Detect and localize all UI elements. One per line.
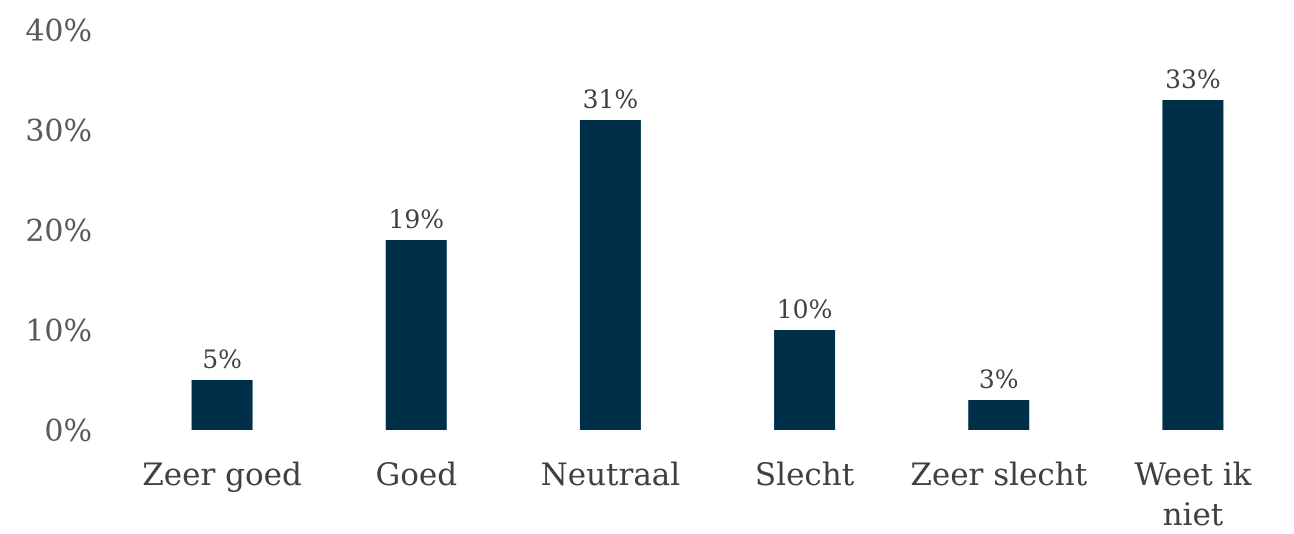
y-tick-label: 20% (25, 214, 92, 249)
y-tick-label: 0% (44, 414, 92, 449)
x-tick-label: Goed (375, 457, 457, 493)
bar (385, 240, 447, 430)
x-axis: Zeer goed Goed Neutraal Slecht Zeer slecht We… (142, 457, 1251, 533)
y-axis: 0% 10% 20% 30% 40% (25, 14, 92, 449)
data-labels-group: 5% 19% 31% 10% 3% 33% (202, 65, 1220, 394)
x-tick-label: Zeer slecht (910, 457, 1087, 493)
data-label: 5% (202, 345, 242, 374)
x-tick-label: niet (1163, 497, 1224, 533)
bar (968, 400, 1030, 430)
data-label: 19% (388, 205, 444, 234)
y-tick-label: 10% (25, 314, 92, 349)
data-label: 33% (1165, 65, 1221, 94)
y-tick-label: 30% (25, 114, 92, 149)
data-label: 3% (979, 365, 1019, 394)
y-tick-label: 40% (25, 14, 92, 49)
data-label: 31% (583, 85, 639, 114)
x-tick-label: Zeer goed (142, 457, 302, 493)
x-tick-label: Slecht (755, 457, 855, 493)
x-tick-label: Neutraal (541, 457, 681, 493)
bar (1162, 100, 1224, 430)
bar (191, 380, 253, 430)
data-label: 10% (777, 295, 833, 324)
bar (774, 330, 836, 430)
bar (579, 120, 641, 430)
x-tick-label: Weet ik (1134, 457, 1251, 493)
bars-group (191, 100, 1224, 430)
